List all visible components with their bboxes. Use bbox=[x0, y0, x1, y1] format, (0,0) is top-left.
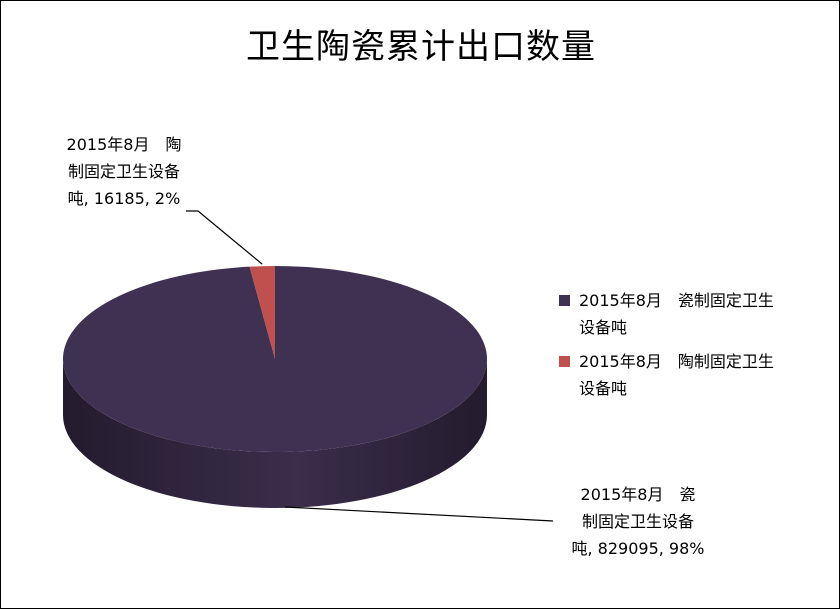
legend-label: 2015年8月 陶制固定卫生 设备吨 bbox=[579, 348, 839, 402]
data-label-line: 2015年8月 陶 bbox=[66, 135, 182, 154]
data-label-line: 制固定卫生设备 bbox=[67, 162, 180, 181]
pie-side-wall bbox=[63, 359, 487, 508]
pie-slice-pottery bbox=[249, 266, 275, 359]
leader-line-pottery bbox=[186, 210, 263, 265]
legend-swatch-porcelain bbox=[559, 295, 570, 306]
legend-swatch-pottery bbox=[559, 356, 570, 367]
legend-line: 2015年8月 陶制固定卫生 bbox=[579, 352, 774, 371]
data-label-line: 2015年8月 瓷 bbox=[580, 485, 696, 504]
legend-line: 设备吨 bbox=[579, 379, 628, 398]
data-label-line: 制固定卫生设备 bbox=[581, 512, 694, 531]
pie-slice-porcelain bbox=[62, 266, 487, 452]
data-label-line: 吨, 16185, 2% bbox=[67, 189, 181, 208]
data-label-ceramic-pottery: 2015年8月 陶 制固定卫生设备 吨, 16185, 2% bbox=[49, 131, 199, 212]
data-label-line: 吨, 829095, 98% bbox=[571, 539, 705, 558]
leader-line-porcelain bbox=[284, 506, 554, 522]
data-label-porcelain: 2015年8月 瓷 制固定卫生设备 吨, 829095, 98% bbox=[553, 481, 723, 562]
chart-title: 卫生陶瓷累计出口数量 bbox=[246, 27, 596, 67]
legend-line: 设备吨 bbox=[579, 318, 628, 337]
legend-label: 2015年8月 瓷制固定卫生 设备吨 bbox=[579, 287, 839, 341]
legend-line: 2015年8月 瓷制固定卫生 bbox=[579, 291, 774, 310]
